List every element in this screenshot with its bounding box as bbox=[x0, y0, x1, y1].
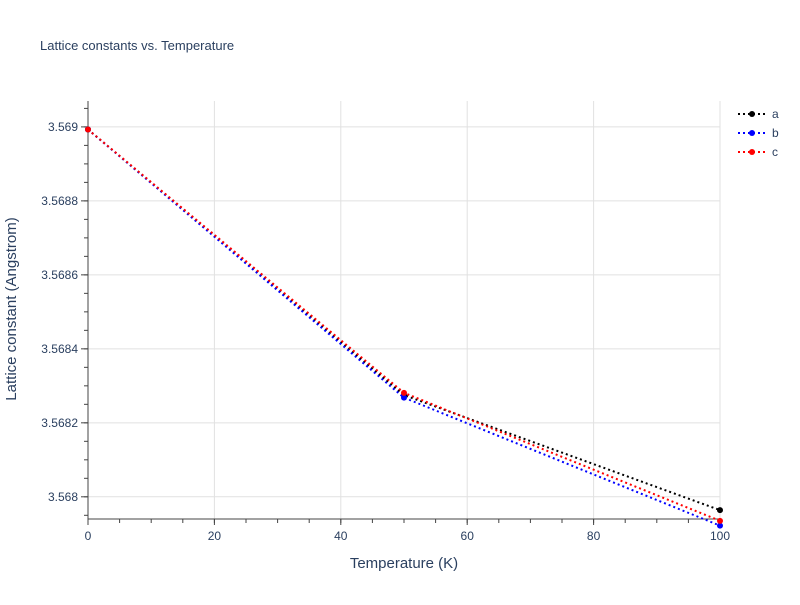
x-tick-label: 60 bbox=[461, 529, 475, 543]
y-tick-label: 3.568 bbox=[48, 490, 78, 504]
data-point-c bbox=[85, 126, 91, 133]
y-tick-label: 3.5684 bbox=[41, 342, 78, 356]
legend[interactable]: abc bbox=[738, 107, 779, 159]
y-tick-label: 3.569 bbox=[48, 120, 78, 134]
data-point-c bbox=[717, 517, 723, 524]
x-tick-label: 80 bbox=[587, 529, 601, 543]
series-line-b bbox=[87, 128, 721, 527]
legend-swatch-marker bbox=[749, 111, 755, 117]
legend-label: a bbox=[772, 107, 779, 121]
data-point-c bbox=[401, 389, 407, 396]
series-layer bbox=[85, 126, 723, 529]
legend-label: c bbox=[772, 145, 778, 159]
legend-label: b bbox=[772, 126, 779, 140]
x-tick-label: 100 bbox=[710, 529, 730, 543]
legend-item-c[interactable]: c bbox=[738, 145, 778, 159]
axes: 0 20 40 60 80 100 3.568 3.5682 3.5684 3.5686 3.568… bbox=[41, 101, 730, 543]
legend-swatch-marker bbox=[749, 130, 755, 136]
grid bbox=[88, 101, 721, 519]
data-point-a bbox=[717, 507, 723, 514]
legend-swatch-marker bbox=[749, 149, 755, 155]
y-tick-label: 3.5682 bbox=[41, 416, 78, 430]
legend-item-a[interactable]: a bbox=[738, 107, 779, 121]
y-tick-label: 3.5686 bbox=[41, 268, 78, 282]
x-tick-label: 20 bbox=[208, 529, 222, 543]
data-point-b bbox=[401, 394, 407, 401]
chart-title: Lattice constants vs. Temperature bbox=[40, 38, 234, 53]
x-axis-title: Temperature (K) bbox=[350, 555, 458, 572]
y-tick-label: 3.5688 bbox=[41, 194, 78, 208]
legend-item-b[interactable]: b bbox=[738, 126, 779, 140]
y-axis-title: Lattice constant (Angstrom) bbox=[3, 217, 20, 400]
x-tick-label: 0 bbox=[85, 529, 92, 543]
series-line-a bbox=[87, 128, 721, 512]
x-tick-label: 40 bbox=[334, 529, 348, 543]
data-point-b bbox=[717, 522, 723, 529]
